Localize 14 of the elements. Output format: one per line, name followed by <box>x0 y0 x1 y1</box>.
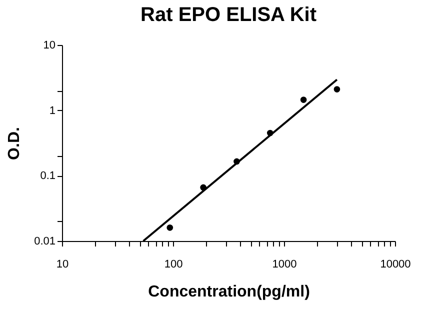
x-tick-label: 1000 <box>272 258 297 270</box>
point <box>166 224 174 231</box>
y-axis-title: O.D. <box>6 127 24 160</box>
y-tick-label: 1 <box>49 104 56 117</box>
chart-title: Rat EPO ELISA Kit <box>140 4 317 26</box>
x-tick-label: 100 <box>164 258 183 270</box>
x-tick-label: 10000 <box>380 258 411 270</box>
y-tick-label: 0.1 <box>40 170 56 182</box>
y-tick-label: 0.01 <box>34 236 56 248</box>
point <box>334 86 340 92</box>
point <box>300 96 307 103</box>
x-tick-label: 10 <box>56 258 69 270</box>
y-tick-label: 10 <box>43 40 56 52</box>
x-axis-title: Concentration(pg/ml) <box>148 284 310 300</box>
